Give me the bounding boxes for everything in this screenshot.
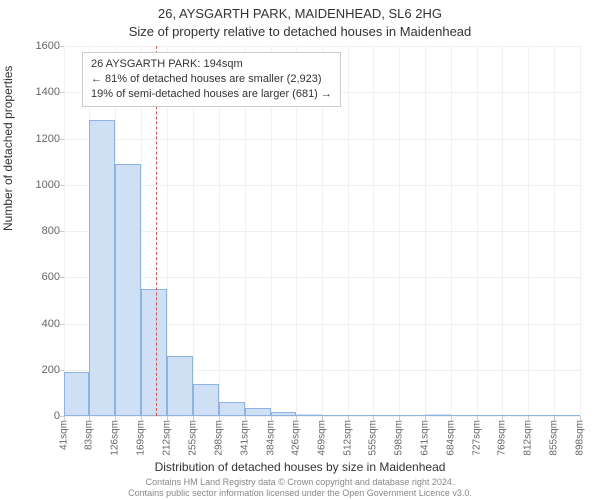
y-tick-mark	[60, 139, 64, 140]
x-tick-label: 384sqm	[265, 420, 276, 456]
x-tick-label: 555sqm	[368, 420, 379, 456]
gridline-vertical	[580, 46, 581, 416]
histogram-bar	[115, 164, 141, 416]
gridline-vertical	[373, 46, 374, 416]
gridline-vertical	[554, 46, 555, 416]
y-tick-label: 600	[20, 271, 60, 283]
x-tick-label: 812sqm	[523, 420, 534, 456]
histogram-bar	[451, 415, 477, 416]
annotation-line: 19% of semi-detached houses are larger (…	[91, 87, 332, 102]
histogram-bar	[502, 415, 528, 416]
x-tick-label: 769sqm	[497, 420, 508, 456]
y-tick-mark	[60, 46, 64, 47]
gridline-vertical	[425, 46, 426, 416]
y-tick-label: 1600	[20, 40, 60, 52]
histogram-bar	[425, 414, 451, 416]
histogram-bar	[141, 289, 167, 416]
histogram-bar	[167, 356, 193, 416]
y-tick-mark	[60, 92, 64, 93]
x-tick-label: 469sqm	[316, 420, 327, 456]
gridline-vertical	[64, 46, 65, 416]
x-tick-label: 426sqm	[290, 420, 301, 456]
gridline-vertical	[348, 46, 349, 416]
gridline-vertical	[451, 46, 452, 416]
x-tick-label: 298sqm	[213, 420, 224, 456]
x-tick-label: 41sqm	[59, 420, 70, 450]
chart-subtitle: Size of property relative to detached ho…	[0, 24, 600, 39]
y-tick-mark	[60, 277, 64, 278]
x-tick-label: 727sqm	[472, 420, 483, 456]
histogram-bar	[399, 415, 425, 416]
histogram-bar	[348, 415, 374, 416]
x-tick-label: 255sqm	[187, 420, 198, 456]
x-tick-label: 126sqm	[110, 420, 121, 456]
footer-line-2: Contains public sector information licen…	[0, 488, 600, 498]
y-tick-label: 1400	[20, 86, 60, 98]
y-tick-label: 1200	[20, 133, 60, 145]
histogram-bar	[245, 408, 271, 416]
y-tick-label: 1000	[20, 179, 60, 191]
histogram-bar	[296, 414, 322, 416]
histogram-bar	[322, 415, 348, 416]
histogram-bar	[89, 120, 115, 416]
y-tick-mark	[60, 324, 64, 325]
y-tick-label: 400	[20, 318, 60, 330]
annotation-line: ← 81% of detached houses are smaller (2,…	[91, 72, 332, 87]
x-tick-label: 341sqm	[239, 420, 250, 456]
histogram-bar	[554, 415, 580, 416]
x-tick-label: 641sqm	[420, 420, 431, 456]
x-tick-label: 855sqm	[549, 420, 560, 456]
x-tick-label: 83sqm	[84, 420, 95, 450]
histogram-bar	[528, 415, 554, 416]
y-tick-label: 200	[20, 364, 60, 376]
gridline-vertical	[528, 46, 529, 416]
y-tick-mark	[60, 370, 64, 371]
footer-attribution: Contains HM Land Registry data © Crown c…	[0, 477, 600, 498]
annotation-line: 26 AYSGARTH PARK: 194sqm	[91, 57, 332, 72]
chart-address-title: 26, AYSGARTH PARK, MAIDENHEAD, SL6 2HG	[0, 6, 600, 21]
histogram-bar	[64, 372, 89, 416]
x-tick-label: 169sqm	[136, 420, 147, 456]
x-tick-label: 898sqm	[575, 420, 586, 456]
histogram-bar	[271, 412, 296, 416]
y-tick-label: 800	[20, 225, 60, 237]
y-tick-label: 0	[20, 410, 60, 422]
x-tick-label: 598sqm	[394, 420, 405, 456]
x-tick-label: 512sqm	[342, 420, 353, 456]
gridline-vertical	[399, 46, 400, 416]
y-axis-title: Number of detached properties	[1, 66, 15, 231]
histogram-bar	[477, 415, 502, 416]
y-tick-mark	[60, 185, 64, 186]
gridline-vertical	[477, 46, 478, 416]
x-tick-label: 212sqm	[161, 420, 172, 456]
annotation-box: 26 AYSGARTH PARK: 194sqm← 81% of detache…	[82, 52, 341, 107]
gridline-vertical	[502, 46, 503, 416]
footer-line-1: Contains HM Land Registry data © Crown c…	[0, 477, 600, 487]
histogram-bar	[193, 384, 219, 416]
histogram-bar	[219, 402, 245, 416]
y-tick-mark	[60, 231, 64, 232]
histogram-bar	[373, 415, 399, 416]
x-tick-label: 684sqm	[446, 420, 457, 456]
x-axis-title: Distribution of detached houses by size …	[0, 460, 600, 474]
